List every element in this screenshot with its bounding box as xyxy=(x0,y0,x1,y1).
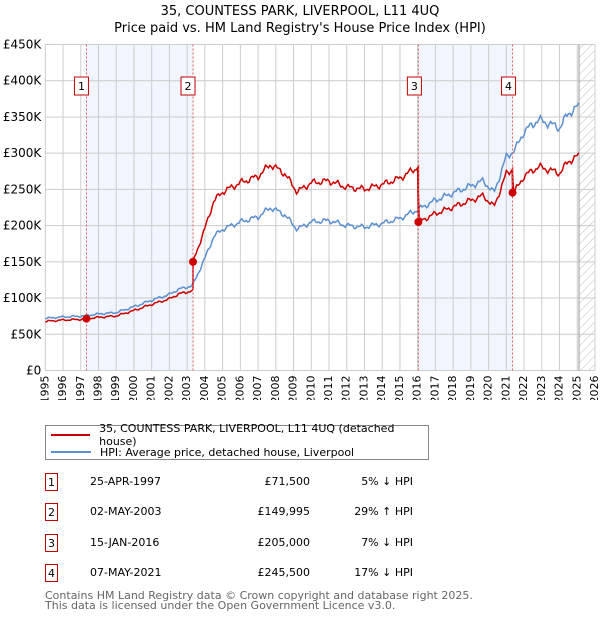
sale-point xyxy=(82,314,91,323)
transaction-row: 3 15-JAN-2016 £205,000 7% ↓ HPI xyxy=(45,533,445,554)
legend-label: HPI: Average price, detached house, Live… xyxy=(100,445,355,459)
transaction-date: 25-APR-1997 xyxy=(90,475,162,488)
shaded-period xyxy=(418,44,513,371)
y-tick-label: £150K xyxy=(3,255,43,269)
sale-point xyxy=(189,257,198,266)
transaction-row: 1 25-APR-1997 £71,500 5% ↓ HPI xyxy=(45,473,445,493)
sale-label: 2 xyxy=(185,80,192,93)
y-tick-label: £50K xyxy=(11,327,43,341)
y-tick-label: £450K xyxy=(3,38,43,52)
y-tick-label: £100K xyxy=(3,291,43,305)
x-tick-label: 2002 xyxy=(162,376,175,401)
legend: 35, COUNTESS PARK, LIVERPOOL, L11 4UQ (d… xyxy=(45,422,429,460)
transaction-date: 07-MAY-2021 xyxy=(90,565,162,579)
y-tick-label: £350K xyxy=(3,110,43,124)
transaction-badge: 2 xyxy=(45,503,58,522)
x-tick-label: 2005 xyxy=(216,376,229,401)
x-tick-label: 2007 xyxy=(251,376,264,401)
transaction-badge: 3 xyxy=(45,533,58,552)
sale-point xyxy=(414,217,423,226)
x-tick-label: 2011 xyxy=(322,376,335,401)
transaction-price: £71,500 xyxy=(264,475,311,488)
x-tick-label: 2013 xyxy=(357,376,370,401)
sale-point xyxy=(508,188,517,197)
legend-item-property: 35, COUNTESS PARK, LIVERPOOL, L11 4UQ (d… xyxy=(51,422,428,448)
transaction-date: 02-MAY-2003 xyxy=(90,505,162,519)
x-tick-label: 2010 xyxy=(304,376,317,401)
legend-item-hpi: HPI: Average price, detached house, Live… xyxy=(51,444,354,460)
transaction-hpi-diff: 29% ↑ HPI xyxy=(354,505,413,519)
y-tick-label: £400K xyxy=(3,74,43,88)
sale-label-box xyxy=(406,76,422,96)
sale-label-box xyxy=(180,76,196,96)
x-tick-label: 1996 xyxy=(56,376,69,401)
x-tick-label: 2006 xyxy=(233,376,246,401)
price-chart: 1 2 3 4 1995 1996 1997 1998 1999 2000 2001 2002 2003… xyxy=(3,38,600,401)
x-tick-label: 1997 xyxy=(74,376,87,401)
sale-label-box xyxy=(501,76,517,96)
x-tick-label: 1995 xyxy=(38,376,51,401)
x-tick-label: 2003 xyxy=(180,376,193,401)
y-tick-label: £300K xyxy=(3,146,43,160)
transaction-row: 2 02-MAY-2003 £149,995 29% ↑ HPI xyxy=(45,503,445,523)
sale-label-box xyxy=(73,76,89,96)
footer-copyright: Contains HM Land Registry data © Crown c… xyxy=(45,589,473,602)
forecast-hatch xyxy=(579,44,595,371)
transaction-badge: 1 xyxy=(45,473,58,491)
property-line xyxy=(45,152,580,323)
footer-licence: This data is licensed under the Open Gov… xyxy=(45,599,396,612)
transaction-price: £245,500 xyxy=(257,565,311,579)
transaction-hpi-diff: 17% ↓ HPI xyxy=(354,565,413,579)
transaction-date: 15-JAN-2016 xyxy=(90,535,160,549)
x-tick-label: 2023 xyxy=(535,376,548,401)
x-tick-label: 2024 xyxy=(553,376,566,401)
x-tick-label: 2017 xyxy=(428,376,441,401)
chart-title: 35, COUNTESS PARK, LIVERPOOL, L11 4UQ xyxy=(160,4,440,19)
transaction-badge: 4 xyxy=(45,563,58,582)
x-tick-label: 1999 xyxy=(109,376,122,401)
x-tick-label: 2008 xyxy=(269,376,282,401)
x-tick-label: 2014 xyxy=(375,376,388,401)
x-tick-label: 2022 xyxy=(517,376,530,401)
x-tick-label: 2015 xyxy=(393,376,406,401)
transaction-row: 4 07-MAY-2021 £245,500 17% ↓ HPI xyxy=(45,563,445,584)
chart-subtitle: Price paid vs. HM Land Registry's House … xyxy=(114,21,486,36)
x-tick-label: 2020 xyxy=(482,376,495,401)
x-tick-label: 2004 xyxy=(198,376,211,401)
x-tick-label: 2016 xyxy=(411,376,424,401)
transaction-price: £205,000 xyxy=(257,535,311,549)
x-tick-label: 2019 xyxy=(464,376,477,401)
x-tick-label: 2025 xyxy=(570,376,583,401)
y-tick-label: £200K xyxy=(3,219,43,233)
transaction-hpi-diff: 7% ↓ HPI xyxy=(361,535,413,549)
x-tick-label: 2012 xyxy=(340,376,353,401)
legend-label: 35, COUNTESS PARK, LIVERPOOL, L11 4UQ (d… xyxy=(99,422,395,448)
legend-swatch-blue xyxy=(51,451,91,453)
x-tick-label: 2018 xyxy=(446,376,459,401)
x-tick-label: 2009 xyxy=(287,376,300,401)
hpi-line xyxy=(45,102,580,320)
y-tick-label: £0 xyxy=(26,364,41,378)
sale-label: 4 xyxy=(505,80,512,93)
x-tick-label: 2021 xyxy=(499,376,512,401)
x-tick-label: 1998 xyxy=(91,376,104,401)
sale-label: 3 xyxy=(411,80,418,93)
x-tick-label: 2000 xyxy=(127,376,140,401)
transaction-hpi-diff: 5% ↓ HPI xyxy=(361,475,413,488)
shaded-period xyxy=(86,44,194,371)
legend-swatch-red xyxy=(51,434,91,436)
x-tick-label: 2001 xyxy=(145,376,158,401)
transaction-price: £149,995 xyxy=(257,505,311,519)
sale-label: 1 xyxy=(78,80,85,93)
x-tick-label: 2026 xyxy=(588,376,600,401)
y-tick-label: £250K xyxy=(3,182,43,196)
